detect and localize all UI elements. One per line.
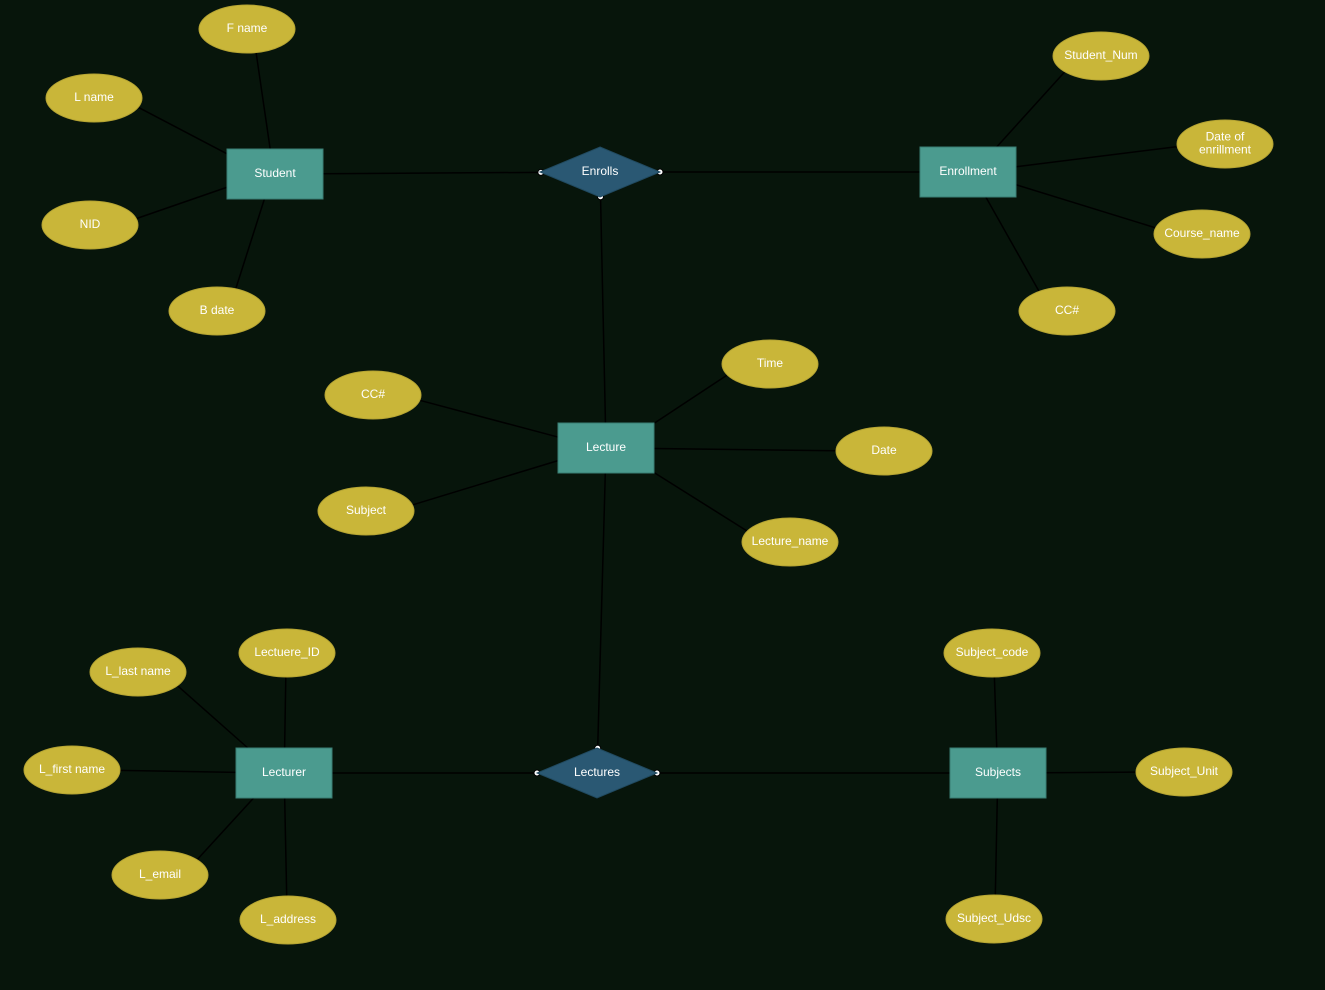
label-cc_enroll: CC# <box>1055 303 1079 317</box>
node-lect_id[interactable]: Lectuere_ID <box>239 629 335 677</box>
node-subjects[interactable]: Subjects <box>950 748 1046 798</box>
node-subject_lect[interactable]: Subject <box>318 487 414 535</box>
node-date[interactable]: Date <box>836 427 932 475</box>
label-bdate: B date <box>200 303 235 317</box>
edge-lecture-date <box>654 449 836 451</box>
edge-enrolls-lecture <box>601 197 606 423</box>
edge-student-fname <box>256 53 270 149</box>
label-course_name: Course_name <box>1164 226 1240 240</box>
node-lecture[interactable]: Lecture <box>558 423 654 473</box>
label-lect_id: Lectuere_ID <box>254 645 320 659</box>
node-l_first[interactable]: L_first name <box>24 746 120 794</box>
edge-student-bdate <box>236 199 265 289</box>
node-time[interactable]: Time <box>722 340 818 388</box>
node-subj_udsc[interactable]: Subject_Udsc <box>946 895 1042 943</box>
label-time: Time <box>757 356 784 370</box>
edge-subjects-subj_code <box>994 677 996 748</box>
node-enrolls[interactable]: Enrolls <box>540 147 660 197</box>
label-lectures: Lectures <box>574 765 620 779</box>
node-lectures[interactable]: Lectures <box>537 748 657 798</box>
node-bdate[interactable]: B date <box>169 287 265 335</box>
label-lecture: Lecture <box>586 440 626 454</box>
label-l_last: L_last name <box>105 664 171 678</box>
label-lname: L name <box>74 90 114 104</box>
node-lecturer[interactable]: Lecturer <box>236 748 332 798</box>
label-fname: F name <box>227 21 268 35</box>
node-student[interactable]: Student <box>227 149 323 199</box>
edge-student-nid <box>136 187 227 218</box>
edge-enrollment-course_name <box>1016 185 1156 228</box>
label-date_enrill-line1: enrillment <box>1199 143 1252 157</box>
edge-lecture-cc_lect <box>420 400 558 437</box>
node-enrollment[interactable]: Enrollment <box>920 147 1016 197</box>
label-subj_udsc: Subject_Udsc <box>957 911 1031 925</box>
label-student: Student <box>254 166 296 180</box>
node-lecture_name[interactable]: Lecture_name <box>742 518 838 566</box>
er-diagram: Student Enrollment Lecture Lecturer Subjects… <box>0 0 1325 990</box>
label-date: Date <box>871 443 897 457</box>
label-nid: NID <box>80 217 101 231</box>
edge-lecturer-l_first <box>120 770 236 772</box>
label-l_address: L_address <box>260 912 316 926</box>
node-subj_code[interactable]: Subject_code <box>944 629 1040 677</box>
label-enrollment: Enrollment <box>939 164 997 178</box>
label-lecture_name: Lecture_name <box>752 534 829 548</box>
label-subj_code: Subject_code <box>956 645 1029 659</box>
label-subject_lect: Subject <box>346 503 387 517</box>
edge-student-enrolls <box>323 172 541 173</box>
label-cc_lect: CC# <box>361 387 385 401</box>
node-lname[interactable]: L name <box>46 74 142 122</box>
node-student_num[interactable]: Student_Num <box>1053 32 1149 80</box>
label-subj_unit: Subject_Unit <box>1150 764 1219 778</box>
label-lecturer: Lecturer <box>262 765 306 779</box>
node-cc_lect[interactable]: CC# <box>325 371 421 419</box>
edge-lecture-lectures <box>598 473 606 748</box>
node-nid[interactable]: NID <box>42 201 138 249</box>
edge-lecturer-lect_id <box>285 677 286 748</box>
edge-enrollment-student_num <box>997 72 1065 147</box>
label-date_enrill-line0: Date of <box>1206 130 1245 144</box>
edge-lecturer-l_last <box>177 686 247 748</box>
node-l_last[interactable]: L_last name <box>90 648 186 696</box>
edge-enrollment-cc_enroll <box>986 197 1039 291</box>
edge-student-lname <box>138 107 227 154</box>
node-l_address[interactable]: L_address <box>240 896 336 944</box>
node-fname[interactable]: F name <box>199 5 295 53</box>
node-course_name[interactable]: Course_name <box>1154 210 1250 258</box>
label-enrolls: Enrolls <box>582 164 619 178</box>
node-date_enrill[interactable]: Date ofenrillment <box>1177 120 1273 168</box>
edge-lecture-time <box>654 375 727 423</box>
node-subj_unit[interactable]: Subject_Unit <box>1136 748 1232 796</box>
edge-lecture-lecture_name <box>654 473 747 532</box>
edge-enrollment-date_enrill <box>1016 147 1177 167</box>
label-subjects: Subjects <box>975 765 1021 779</box>
label-l_email: L_email <box>139 867 181 881</box>
edge-subjects-subj_udsc <box>995 798 997 895</box>
label-l_first: L_first name <box>39 762 105 776</box>
edge-subjects-subj_unit <box>1046 772 1136 773</box>
node-cc_enroll[interactable]: CC# <box>1019 287 1115 335</box>
edge-lecturer-l_address <box>285 798 287 896</box>
label-student_num: Student_Num <box>1064 48 1137 62</box>
edge-lecture-subject_lect <box>412 461 558 505</box>
edge-lecturer-l_email <box>197 798 254 860</box>
node-l_email[interactable]: L_email <box>112 851 208 899</box>
